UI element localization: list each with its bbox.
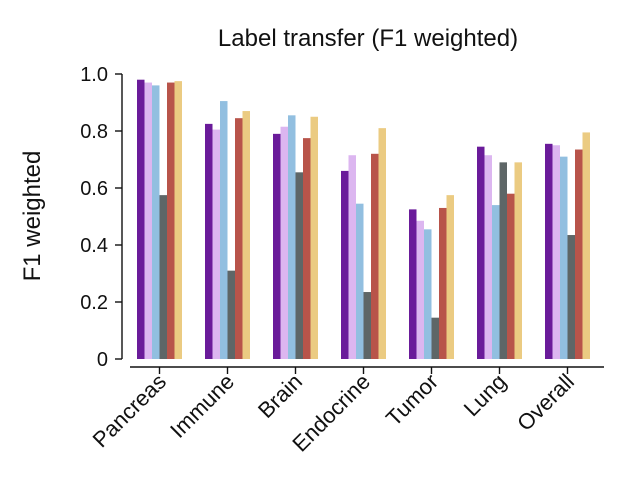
bar xyxy=(582,132,590,359)
bar xyxy=(137,79,145,359)
bar xyxy=(477,146,485,359)
bar xyxy=(356,203,364,359)
bar xyxy=(205,123,213,359)
bar xyxy=(499,162,507,359)
bar xyxy=(341,170,349,359)
y-tick-label: 0.4 xyxy=(80,235,108,257)
bar xyxy=(439,207,447,359)
bar xyxy=(174,81,182,359)
x-tick-label: Immune xyxy=(165,369,239,443)
x-tick-label: Tumor xyxy=(381,369,443,431)
y-tick-label: 0.2 xyxy=(80,292,108,314)
bar xyxy=(152,85,160,360)
bar xyxy=(552,145,560,359)
bar xyxy=(492,205,500,359)
bar xyxy=(220,101,228,359)
bar xyxy=(159,195,167,359)
bar xyxy=(235,118,243,359)
x-tick-label: Pancreas xyxy=(88,369,171,452)
bar xyxy=(242,111,250,359)
bar xyxy=(280,126,288,359)
bar xyxy=(227,270,235,359)
bar xyxy=(560,156,568,359)
bar xyxy=(144,82,152,360)
bar xyxy=(371,153,379,359)
bar xyxy=(424,229,432,359)
bar xyxy=(273,133,281,359)
chart-title: Label transfer (F1 weighted) xyxy=(218,25,518,52)
bar xyxy=(303,138,311,359)
bar xyxy=(567,235,575,359)
y-tick-label: 0 xyxy=(97,349,108,371)
bar xyxy=(484,155,492,359)
x-tick-label: Lung xyxy=(459,369,511,421)
bar xyxy=(545,143,553,359)
x-tick-label: Overall xyxy=(512,369,579,436)
y-tick-label: 0.8 xyxy=(80,121,108,143)
bar xyxy=(514,162,522,359)
bar xyxy=(575,149,583,359)
bar xyxy=(348,155,356,359)
bar xyxy=(212,129,220,359)
y-tick-label: 0.6 xyxy=(80,178,108,200)
bar xyxy=(295,172,303,359)
bar xyxy=(288,115,296,359)
bar xyxy=(507,193,515,359)
bar xyxy=(416,220,424,359)
bar xyxy=(167,82,175,360)
bar xyxy=(409,209,417,359)
y-tick-label: 1.0 xyxy=(80,64,108,86)
bar xyxy=(378,128,386,359)
y-axis-label: F1 weighted xyxy=(19,151,46,282)
bar xyxy=(363,292,371,359)
x-tick-label: Brain xyxy=(253,369,307,423)
bar xyxy=(431,317,439,359)
bar xyxy=(310,116,318,359)
bar xyxy=(446,195,454,359)
